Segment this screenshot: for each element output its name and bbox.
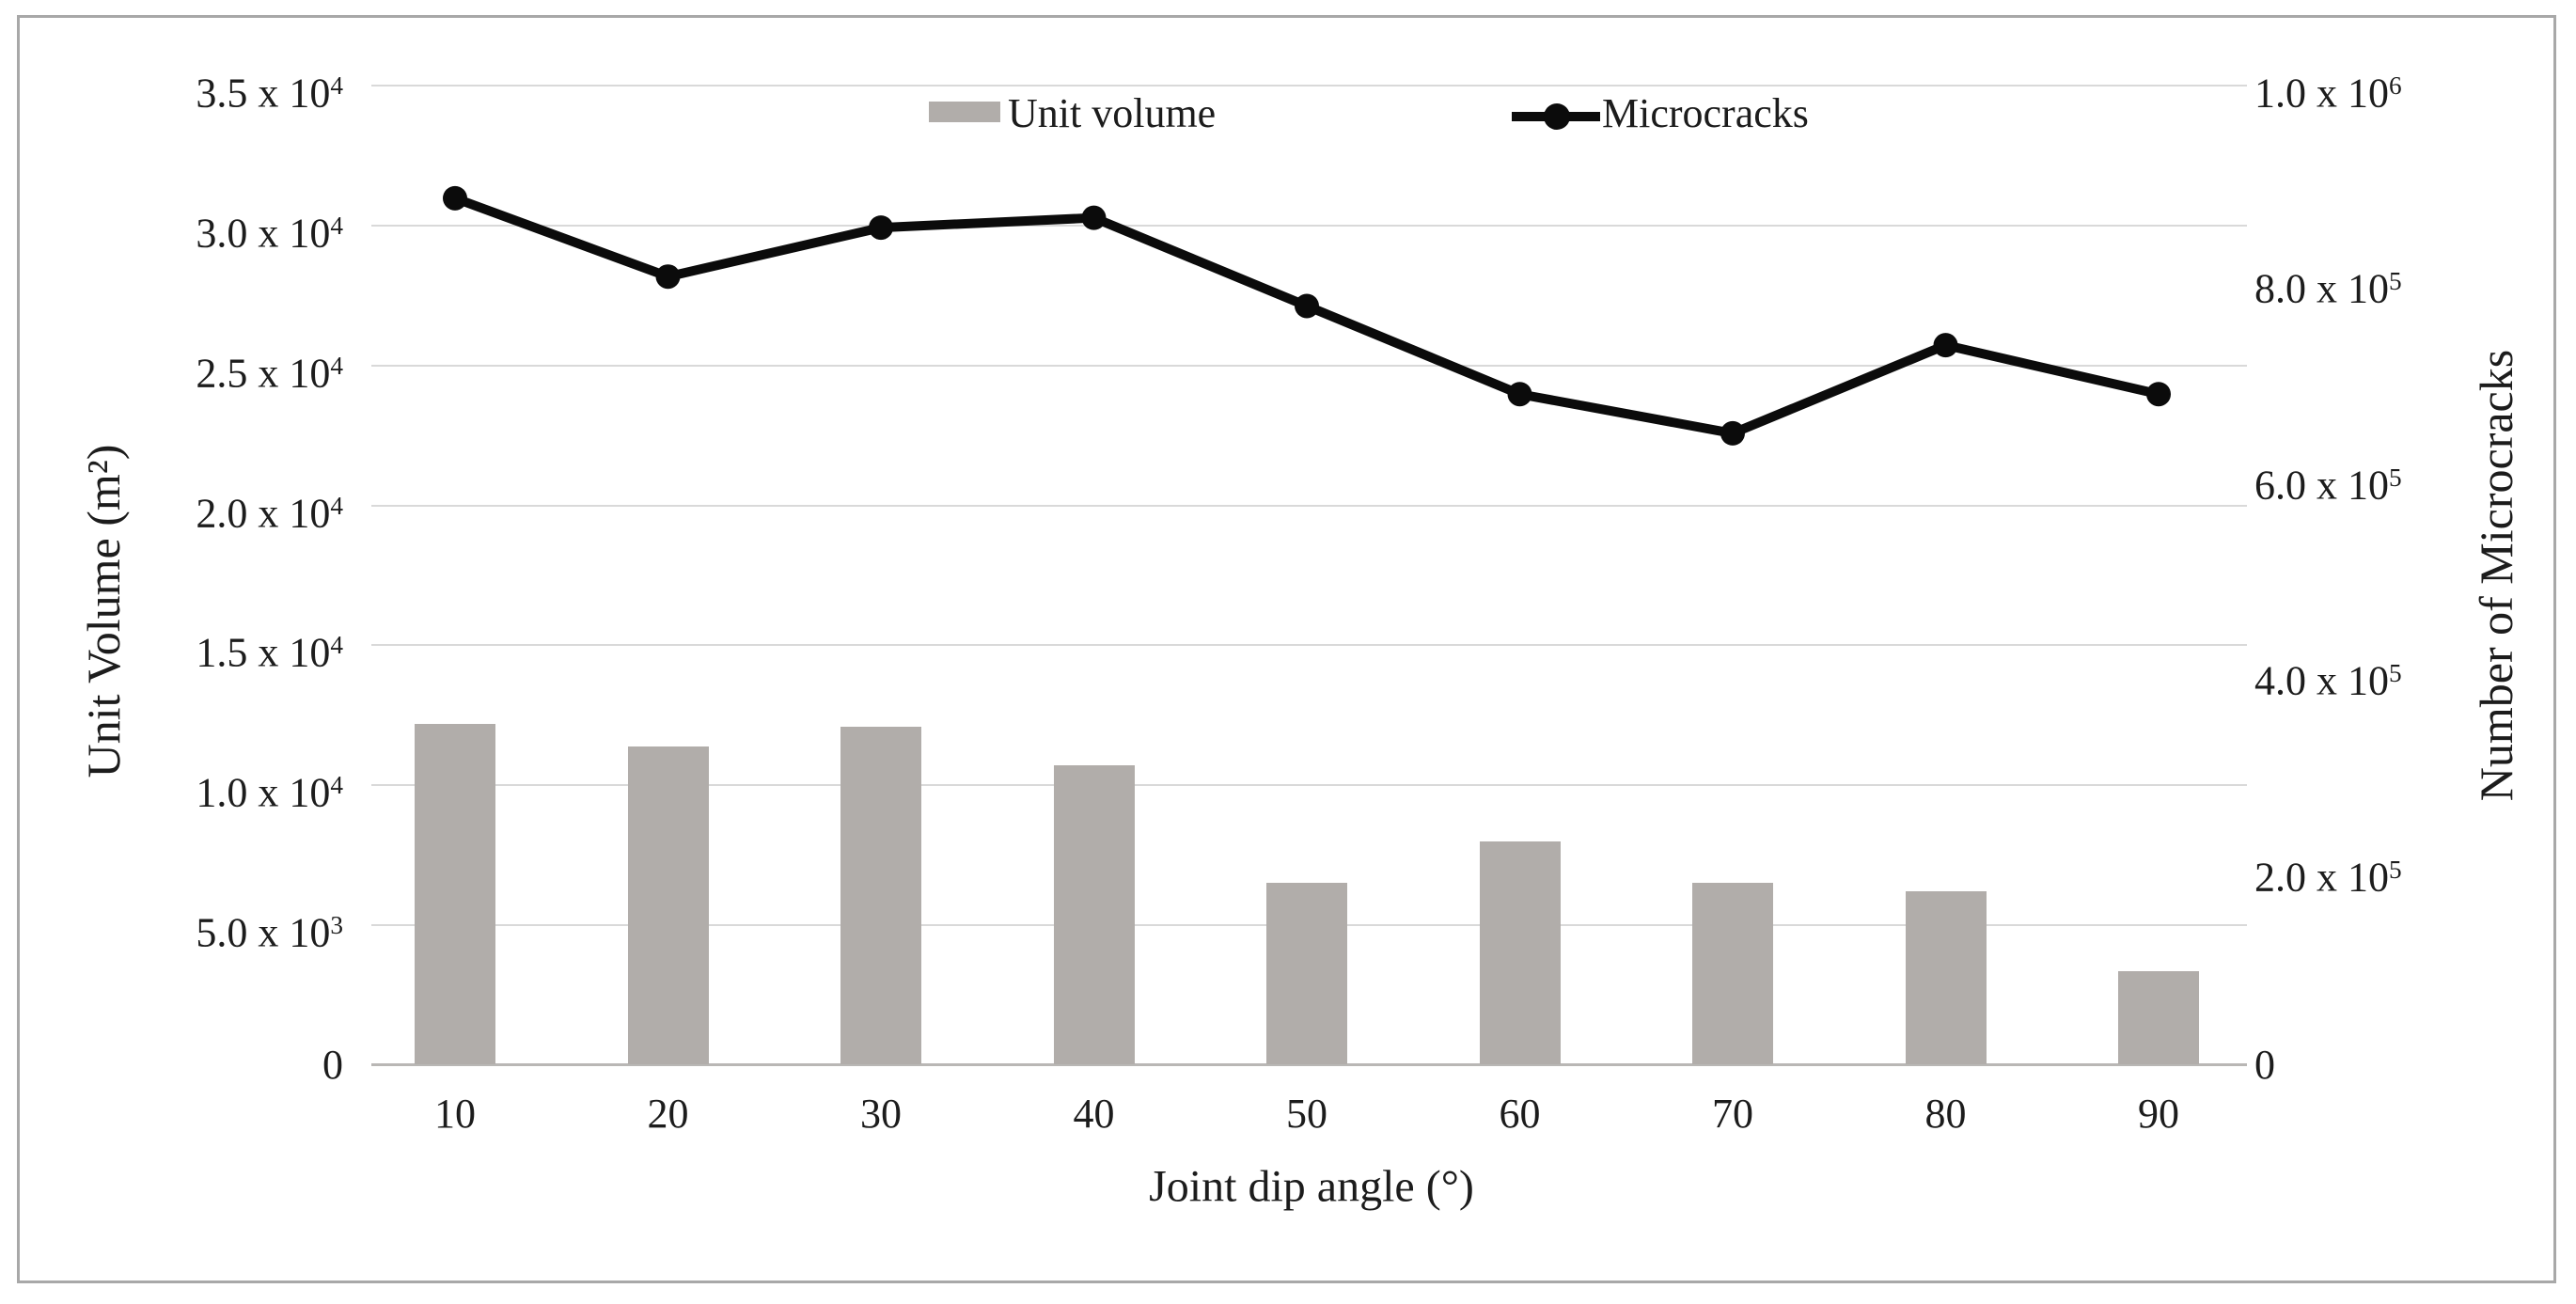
y-left-tick-label: 2.0 x 104	[196, 490, 343, 537]
tick-exponent: 4	[330, 211, 343, 240]
x-tick-label-70: 70	[1712, 1091, 1753, 1137]
y-left-tick-label: 3.0 x 104	[196, 210, 343, 257]
tick-exponent: 4	[330, 491, 343, 520]
line-marker-70	[1720, 420, 1745, 446]
bar-20	[627, 746, 709, 1064]
tick-exponent: 5	[2389, 659, 2402, 688]
legend-label-unit-volume: Unit volume	[1008, 90, 1217, 136]
y-right-tick-label: 2.0 x 105	[2254, 854, 2402, 901]
x-tick-label-60: 60	[1499, 1091, 1541, 1137]
x-axis-line	[371, 1063, 2247, 1066]
line-marker-90	[2146, 382, 2171, 407]
bar-30	[840, 726, 921, 1064]
y-left-tick-label: 5.0 x 103	[196, 909, 343, 956]
legend-line-dot-icon	[1544, 103, 1570, 130]
tick-exponent: 5	[2389, 267, 2402, 296]
line-marker-10	[443, 185, 467, 211]
y-right-tick-label: 6.0 x 105	[2254, 462, 2402, 509]
microcracks-line-series	[443, 185, 2171, 446]
tick-exponent: 4	[330, 771, 343, 800]
bar-10	[415, 723, 495, 1064]
y-right-tick-label: 1.0 x 106	[2254, 70, 2402, 117]
gridline	[371, 644, 2247, 647]
bar-60	[1479, 841, 1561, 1064]
y-axis-title-right: Number of Microcracks	[2470, 349, 2522, 802]
y-left-tick-label: 2.5 x 104	[196, 350, 343, 397]
x-axis-title: Joint dip angle (°)	[1149, 1161, 1474, 1212]
bar-40	[1053, 765, 1135, 1064]
y-left-tick-label: 3.5 x 104	[196, 70, 343, 117]
y-right-tick-label: 8.0 x 105	[2254, 266, 2402, 313]
x-tick-label-80: 80	[1924, 1091, 1967, 1137]
tick-exponent: 3	[330, 911, 343, 940]
gridline	[371, 364, 2247, 367]
gridline	[371, 504, 2247, 507]
tick-exponent: 4	[330, 71, 343, 100]
line-marker-60	[1507, 382, 1532, 407]
bar-80	[1905, 891, 1987, 1064]
x-tick-label-20: 20	[647, 1091, 689, 1137]
x-tick-label-50: 50	[1286, 1091, 1327, 1137]
x-tick-label-40: 40	[1073, 1091, 1115, 1137]
line-marker-30	[869, 215, 893, 241]
line-marker-80	[1933, 333, 1958, 358]
bar-90	[2118, 971, 2199, 1064]
x-tick-label-90: 90	[2138, 1091, 2179, 1137]
legend-label-microcracks: Microcracks	[1602, 90, 1809, 136]
gridline	[371, 784, 2247, 787]
y-left-tick-label: 0	[322, 1042, 343, 1088]
y-left-tick-label: 1.0 x 104	[196, 769, 343, 816]
y-right-tick-label: 0	[2254, 1042, 2275, 1088]
x-tick-label-30: 30	[860, 1091, 902, 1137]
line-marker-20	[655, 264, 681, 290]
tick-exponent: 5	[2389, 463, 2402, 492]
line-marker-50	[1295, 293, 1319, 319]
y-left-tick-label: 1.5 x 104	[196, 630, 343, 677]
legend-bar-swatch	[929, 102, 1000, 122]
gridline	[371, 224, 2247, 227]
bar-70	[1692, 883, 1773, 1064]
line-marker-40	[1081, 205, 1107, 230]
y-right-tick-label: 4.0 x 105	[2254, 657, 2402, 704]
bar-50	[1266, 883, 1347, 1064]
tick-exponent: 5	[2389, 855, 2402, 884]
x-tick-label-10: 10	[434, 1091, 476, 1137]
tick-exponent: 4	[330, 351, 343, 380]
tick-exponent: 4	[330, 631, 343, 660]
tick-exponent: 6	[2389, 71, 2402, 100]
gridline	[371, 85, 2247, 86]
